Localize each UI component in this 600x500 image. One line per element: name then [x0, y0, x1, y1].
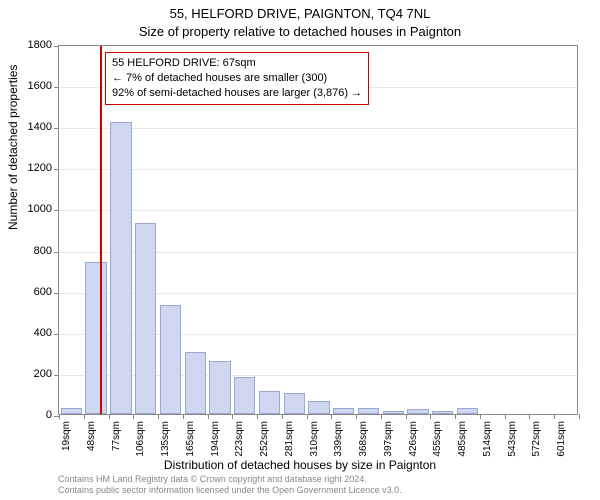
histogram-bar — [358, 408, 379, 414]
ytick-mark — [54, 375, 59, 376]
xtick-label: 455sqm — [432, 421, 443, 471]
xtick-mark — [158, 414, 159, 419]
ytick-label: 800 — [12, 245, 52, 257]
histogram-bar — [308, 401, 329, 414]
histogram-bar — [259, 391, 280, 414]
xtick-mark — [133, 414, 134, 419]
histogram-bar — [383, 411, 404, 414]
xtick-label: 194sqm — [210, 421, 221, 471]
ytick-mark — [54, 210, 59, 211]
xtick-mark — [59, 414, 60, 419]
reference-line — [100, 46, 102, 414]
annotation-line: ← 7% of detached houses are smaller (300… — [112, 71, 362, 86]
histogram-bar — [110, 122, 131, 414]
ytick-mark — [54, 87, 59, 88]
histogram-bar — [185, 352, 206, 414]
gridline — [59, 128, 577, 129]
xtick-label: 106sqm — [135, 421, 146, 471]
xtick-mark — [307, 414, 308, 419]
xtick-label: 397sqm — [383, 421, 394, 471]
histogram-bar — [85, 262, 106, 414]
xtick-label: 426sqm — [408, 421, 419, 471]
gridline — [59, 210, 577, 211]
xtick-mark — [331, 414, 332, 419]
histogram-bar — [457, 408, 478, 414]
xtick-mark — [480, 414, 481, 419]
title-address: 55, HELFORD DRIVE, PAIGNTON, TQ4 7NL — [0, 6, 600, 21]
xtick-label: 223sqm — [234, 421, 245, 471]
xtick-mark — [109, 414, 110, 419]
xtick-label: 485sqm — [457, 421, 468, 471]
xtick-label: 135sqm — [160, 421, 171, 471]
footer-line: Contains HM Land Registry data © Crown c… — [58, 474, 402, 485]
xtick-label: 601sqm — [556, 421, 567, 471]
annotation-line: 92% of semi-detached houses are larger (… — [112, 86, 362, 101]
histogram-bar — [209, 361, 230, 414]
gridline — [59, 169, 577, 170]
ytick-label: 600 — [12, 286, 52, 298]
xtick-mark — [505, 414, 506, 419]
histogram-bar — [61, 408, 82, 414]
histogram-bar — [432, 411, 453, 414]
xtick-label: 368sqm — [358, 421, 369, 471]
ytick-mark — [54, 128, 59, 129]
xtick-mark — [282, 414, 283, 419]
xtick-mark — [356, 414, 357, 419]
ytick-label: 400 — [12, 327, 52, 339]
ytick-mark — [54, 334, 59, 335]
xtick-label: 339sqm — [333, 421, 344, 471]
plot-area: 55 HELFORD DRIVE: 67sqm ← 7% of detached… — [58, 45, 578, 415]
ytick-label: 1200 — [12, 162, 52, 174]
ytick-mark — [54, 293, 59, 294]
ytick-label: 1600 — [12, 80, 52, 92]
ytick-label: 1800 — [12, 39, 52, 51]
xtick-mark — [406, 414, 407, 419]
ytick-label: 1000 — [12, 203, 52, 215]
histogram-bar — [135, 223, 156, 414]
xtick-mark — [430, 414, 431, 419]
xtick-mark — [84, 414, 85, 419]
xtick-mark — [529, 414, 530, 419]
xtick-label: 281sqm — [284, 421, 295, 471]
xtick-label: 19sqm — [61, 421, 72, 471]
xtick-mark — [232, 414, 233, 419]
histogram-bar — [160, 305, 181, 414]
xtick-mark — [257, 414, 258, 419]
xtick-label: 543sqm — [507, 421, 518, 471]
annotation-box: 55 HELFORD DRIVE: 67sqm ← 7% of detached… — [105, 52, 369, 105]
footer-attribution: Contains HM Land Registry data © Crown c… — [58, 474, 402, 497]
histogram-bar — [407, 409, 428, 414]
xtick-label: 310sqm — [309, 421, 320, 471]
xtick-mark — [554, 414, 555, 419]
histogram-bar — [234, 377, 255, 414]
xtick-mark — [183, 414, 184, 419]
histogram-bar — [333, 408, 354, 414]
xtick-label: 572sqm — [531, 421, 542, 471]
xtick-label: 165sqm — [185, 421, 196, 471]
chart-container: 55, HELFORD DRIVE, PAIGNTON, TQ4 7NL Siz… — [0, 0, 600, 500]
xtick-label: 48sqm — [86, 421, 97, 471]
histogram-bar — [284, 393, 305, 414]
xtick-label: 252sqm — [259, 421, 270, 471]
ytick-mark — [54, 252, 59, 253]
xtick-label: 77sqm — [111, 421, 122, 471]
title-subtitle: Size of property relative to detached ho… — [0, 24, 600, 39]
xtick-mark — [381, 414, 382, 419]
ytick-label: 1400 — [12, 121, 52, 133]
xtick-mark — [455, 414, 456, 419]
xtick-mark — [579, 414, 580, 419]
ytick-mark — [54, 46, 59, 47]
ytick-mark — [54, 169, 59, 170]
ytick-label: 0 — [12, 409, 52, 421]
xtick-label: 514sqm — [482, 421, 493, 471]
ytick-label: 200 — [12, 368, 52, 380]
annotation-line: 55 HELFORD DRIVE: 67sqm — [112, 56, 362, 71]
xtick-mark — [208, 414, 209, 419]
footer-line: Contains public sector information licen… — [58, 485, 402, 496]
